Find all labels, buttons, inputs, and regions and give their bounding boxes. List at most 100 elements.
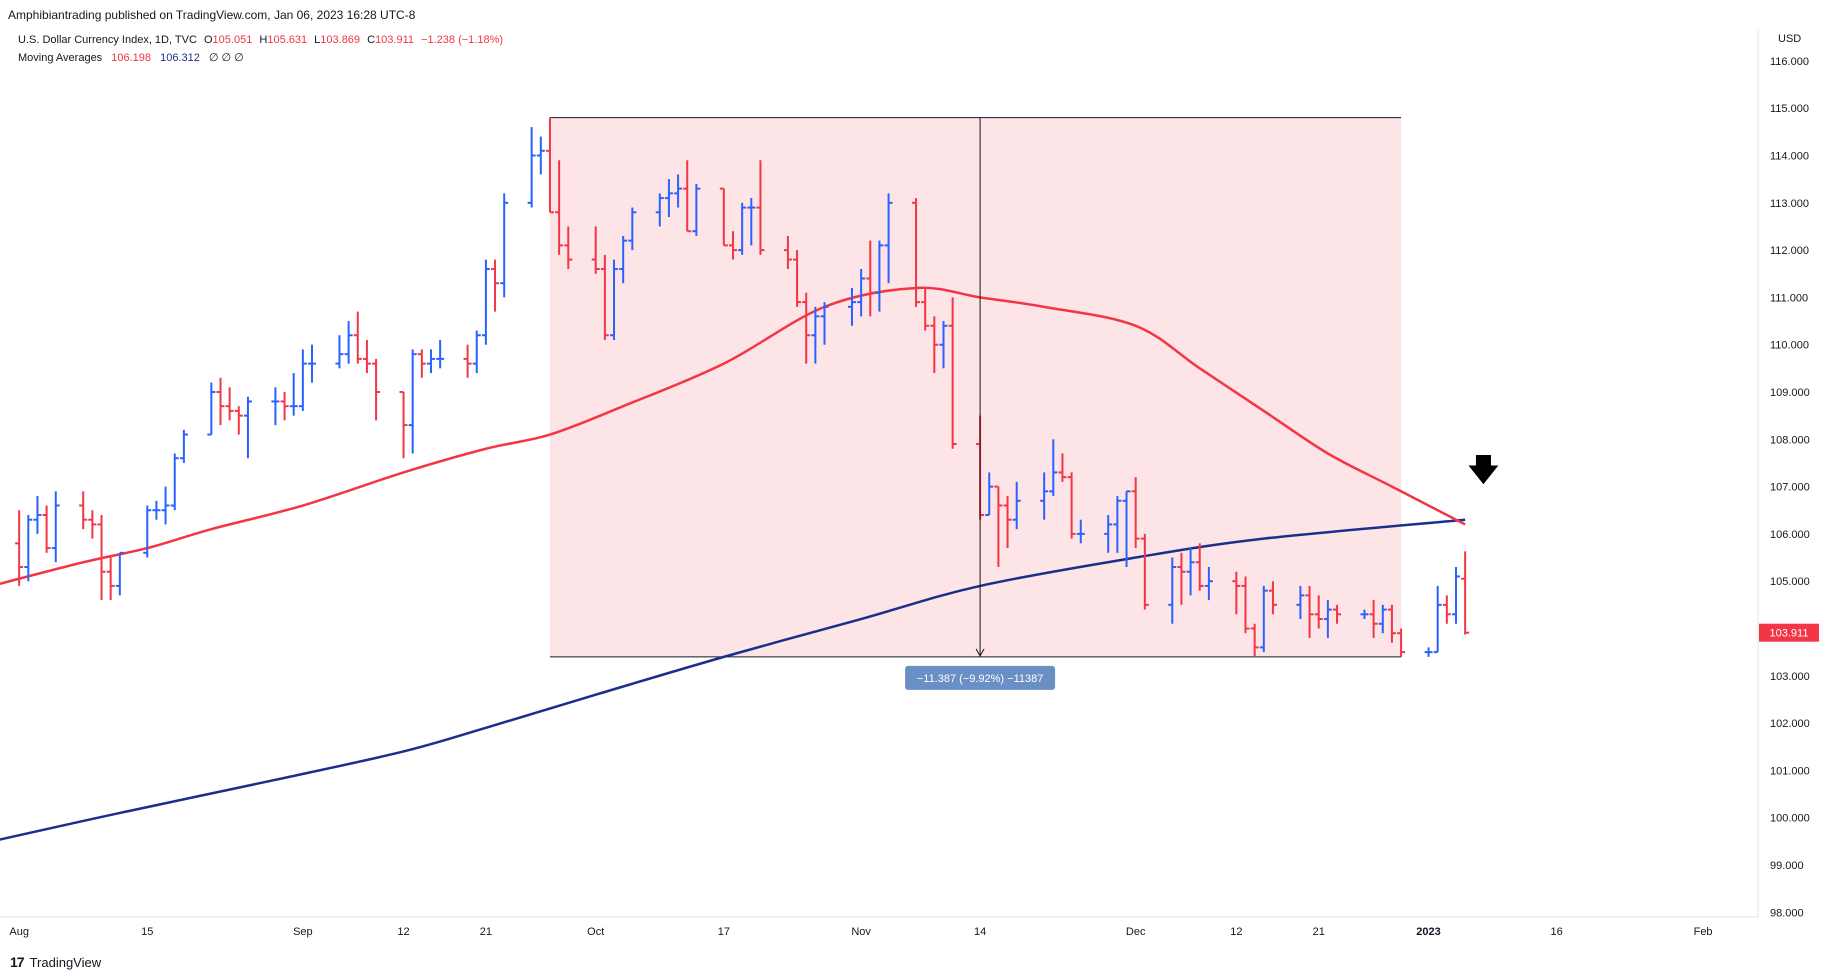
ohlc-bar xyxy=(24,514,33,582)
ohlc-bar xyxy=(802,292,811,364)
y-tick-label: 109.000 xyxy=(1770,387,1810,399)
x-tick-label: 2023 xyxy=(1416,926,1440,938)
ohlc-bar xyxy=(353,311,362,364)
ohlc-bar xyxy=(33,496,42,534)
ohlc-bar xyxy=(1296,585,1305,620)
x-tick-label: 15 xyxy=(141,926,153,938)
ohlc-bar xyxy=(948,297,957,449)
ohlc-bar xyxy=(1195,543,1204,591)
measure-badge xyxy=(905,665,1056,690)
low-value: 103.869 xyxy=(320,34,361,46)
ohlc-bar xyxy=(793,250,802,307)
ohlc-bar xyxy=(1433,585,1442,654)
ohlc-bar xyxy=(1186,548,1195,596)
ohlc-bar xyxy=(1140,533,1149,610)
ohlc-bar xyxy=(1378,604,1387,634)
ohlc-bar xyxy=(747,198,756,246)
ohlc-bar xyxy=(1067,472,1076,539)
ohlc-bar xyxy=(436,339,445,369)
ohlc-bar xyxy=(1177,552,1186,605)
ohlc-bar xyxy=(1012,481,1021,530)
ohlc-bar xyxy=(820,302,829,345)
ohlc-bar xyxy=(289,373,298,416)
ohlc-bar xyxy=(756,160,765,255)
x-tick-label: 14 xyxy=(974,926,986,938)
close-value: 103.911 xyxy=(375,34,415,46)
ohlc-bar xyxy=(179,429,188,463)
y-tick-label: 108.000 xyxy=(1770,434,1810,446)
ohlc-bar xyxy=(243,396,252,459)
ohlc-bar xyxy=(271,387,280,426)
y-tick-label: 102.000 xyxy=(1770,718,1810,730)
ohlc-bar xyxy=(1049,439,1058,497)
y-tick-label: 110.000 xyxy=(1770,340,1809,352)
y-tick-label: 107.000 xyxy=(1770,482,1810,494)
ohlc-bar xyxy=(1204,567,1213,601)
ohlc-bar xyxy=(600,254,609,340)
x-tick-label: 12 xyxy=(397,926,409,938)
symbol-name[interactable]: U.S. Dollar Currency Index, 1D, TVC xyxy=(18,34,197,46)
ohlc-bar xyxy=(463,344,472,378)
y-tick-label: 115.000 xyxy=(1770,103,1809,115)
tv-logo-icon: 17 xyxy=(10,954,25,970)
ohlc-bar xyxy=(298,349,307,411)
open-value: 105.051 xyxy=(212,34,253,46)
ohlc-bar xyxy=(225,387,234,421)
ohlc-bar xyxy=(1369,600,1378,638)
ohlc-bar xyxy=(280,392,289,421)
ohlc-bar xyxy=(308,344,317,383)
ohlc-bar xyxy=(628,207,637,251)
ohlc-bar xyxy=(216,377,225,426)
ohlc-bar xyxy=(783,235,792,270)
measure-arrowhead xyxy=(975,648,985,657)
ohlc-bar xyxy=(857,269,866,317)
ohlc-bar xyxy=(481,259,490,345)
open-label: O xyxy=(203,34,213,46)
y-tick-label: 98.000 xyxy=(1770,907,1804,919)
ohlc-bar xyxy=(106,557,115,601)
tradingview-logo[interactable]: 17 TradingView xyxy=(10,954,101,970)
ohlc-bar xyxy=(51,491,60,563)
x-tick-label: Dec xyxy=(1126,926,1146,938)
ohlc-bar xyxy=(545,117,554,214)
ohlc-bar xyxy=(344,321,353,364)
ohlc-bar xyxy=(207,382,216,436)
high-label: H xyxy=(259,34,268,46)
x-tick-label: Aug xyxy=(9,926,29,938)
ohlc-bar xyxy=(692,183,701,236)
ma-legend: Moving Averages 106.198 106.312 ∅ ∅ ∅ xyxy=(18,51,244,64)
x-tick-label: Oct xyxy=(587,926,604,938)
brand-text: TradingView xyxy=(29,954,102,970)
ohlc-bar xyxy=(912,198,921,307)
ohlc-bar xyxy=(591,226,600,274)
ohlc-bar xyxy=(399,391,408,459)
y-tick-label: 114.000 xyxy=(1770,151,1809,163)
ohlc-bar xyxy=(161,486,170,525)
y-tick-label: 113.000 xyxy=(1770,198,1809,210)
ohlc-bar xyxy=(728,231,737,260)
y-tick-label: 111.000 xyxy=(1770,292,1808,304)
ohlc-bar xyxy=(655,193,664,227)
last-price-label: 103.911 xyxy=(1770,628,1809,640)
down-arrow-icon: 🡇 xyxy=(1468,454,1499,487)
change-value: −1.238 (−1.18%) xyxy=(421,34,504,46)
ohlc-bar xyxy=(234,406,243,435)
ohlc-bar xyxy=(985,472,994,516)
ohlc-bar xyxy=(719,187,728,247)
y-tick-label: 103.000 xyxy=(1770,671,1810,683)
ohlc-bar xyxy=(1104,514,1113,553)
ohlc-bar xyxy=(1268,581,1277,615)
ma-label[interactable]: Moving Averages xyxy=(18,52,103,64)
ma-fast-line xyxy=(0,286,1466,586)
x-tick-label: Sep xyxy=(293,926,313,938)
ma2-value: 106.312 xyxy=(160,52,200,64)
ohlc-bar xyxy=(994,485,1003,567)
ohlc-bar xyxy=(1305,585,1314,638)
ohlc-bar xyxy=(491,259,500,312)
ohlc-bar xyxy=(472,330,481,374)
ohlc-bar xyxy=(811,306,820,364)
x-tick-label: Feb xyxy=(1694,926,1713,938)
ohlc-bar xyxy=(1323,600,1332,638)
currency-label: USD xyxy=(1778,33,1802,45)
